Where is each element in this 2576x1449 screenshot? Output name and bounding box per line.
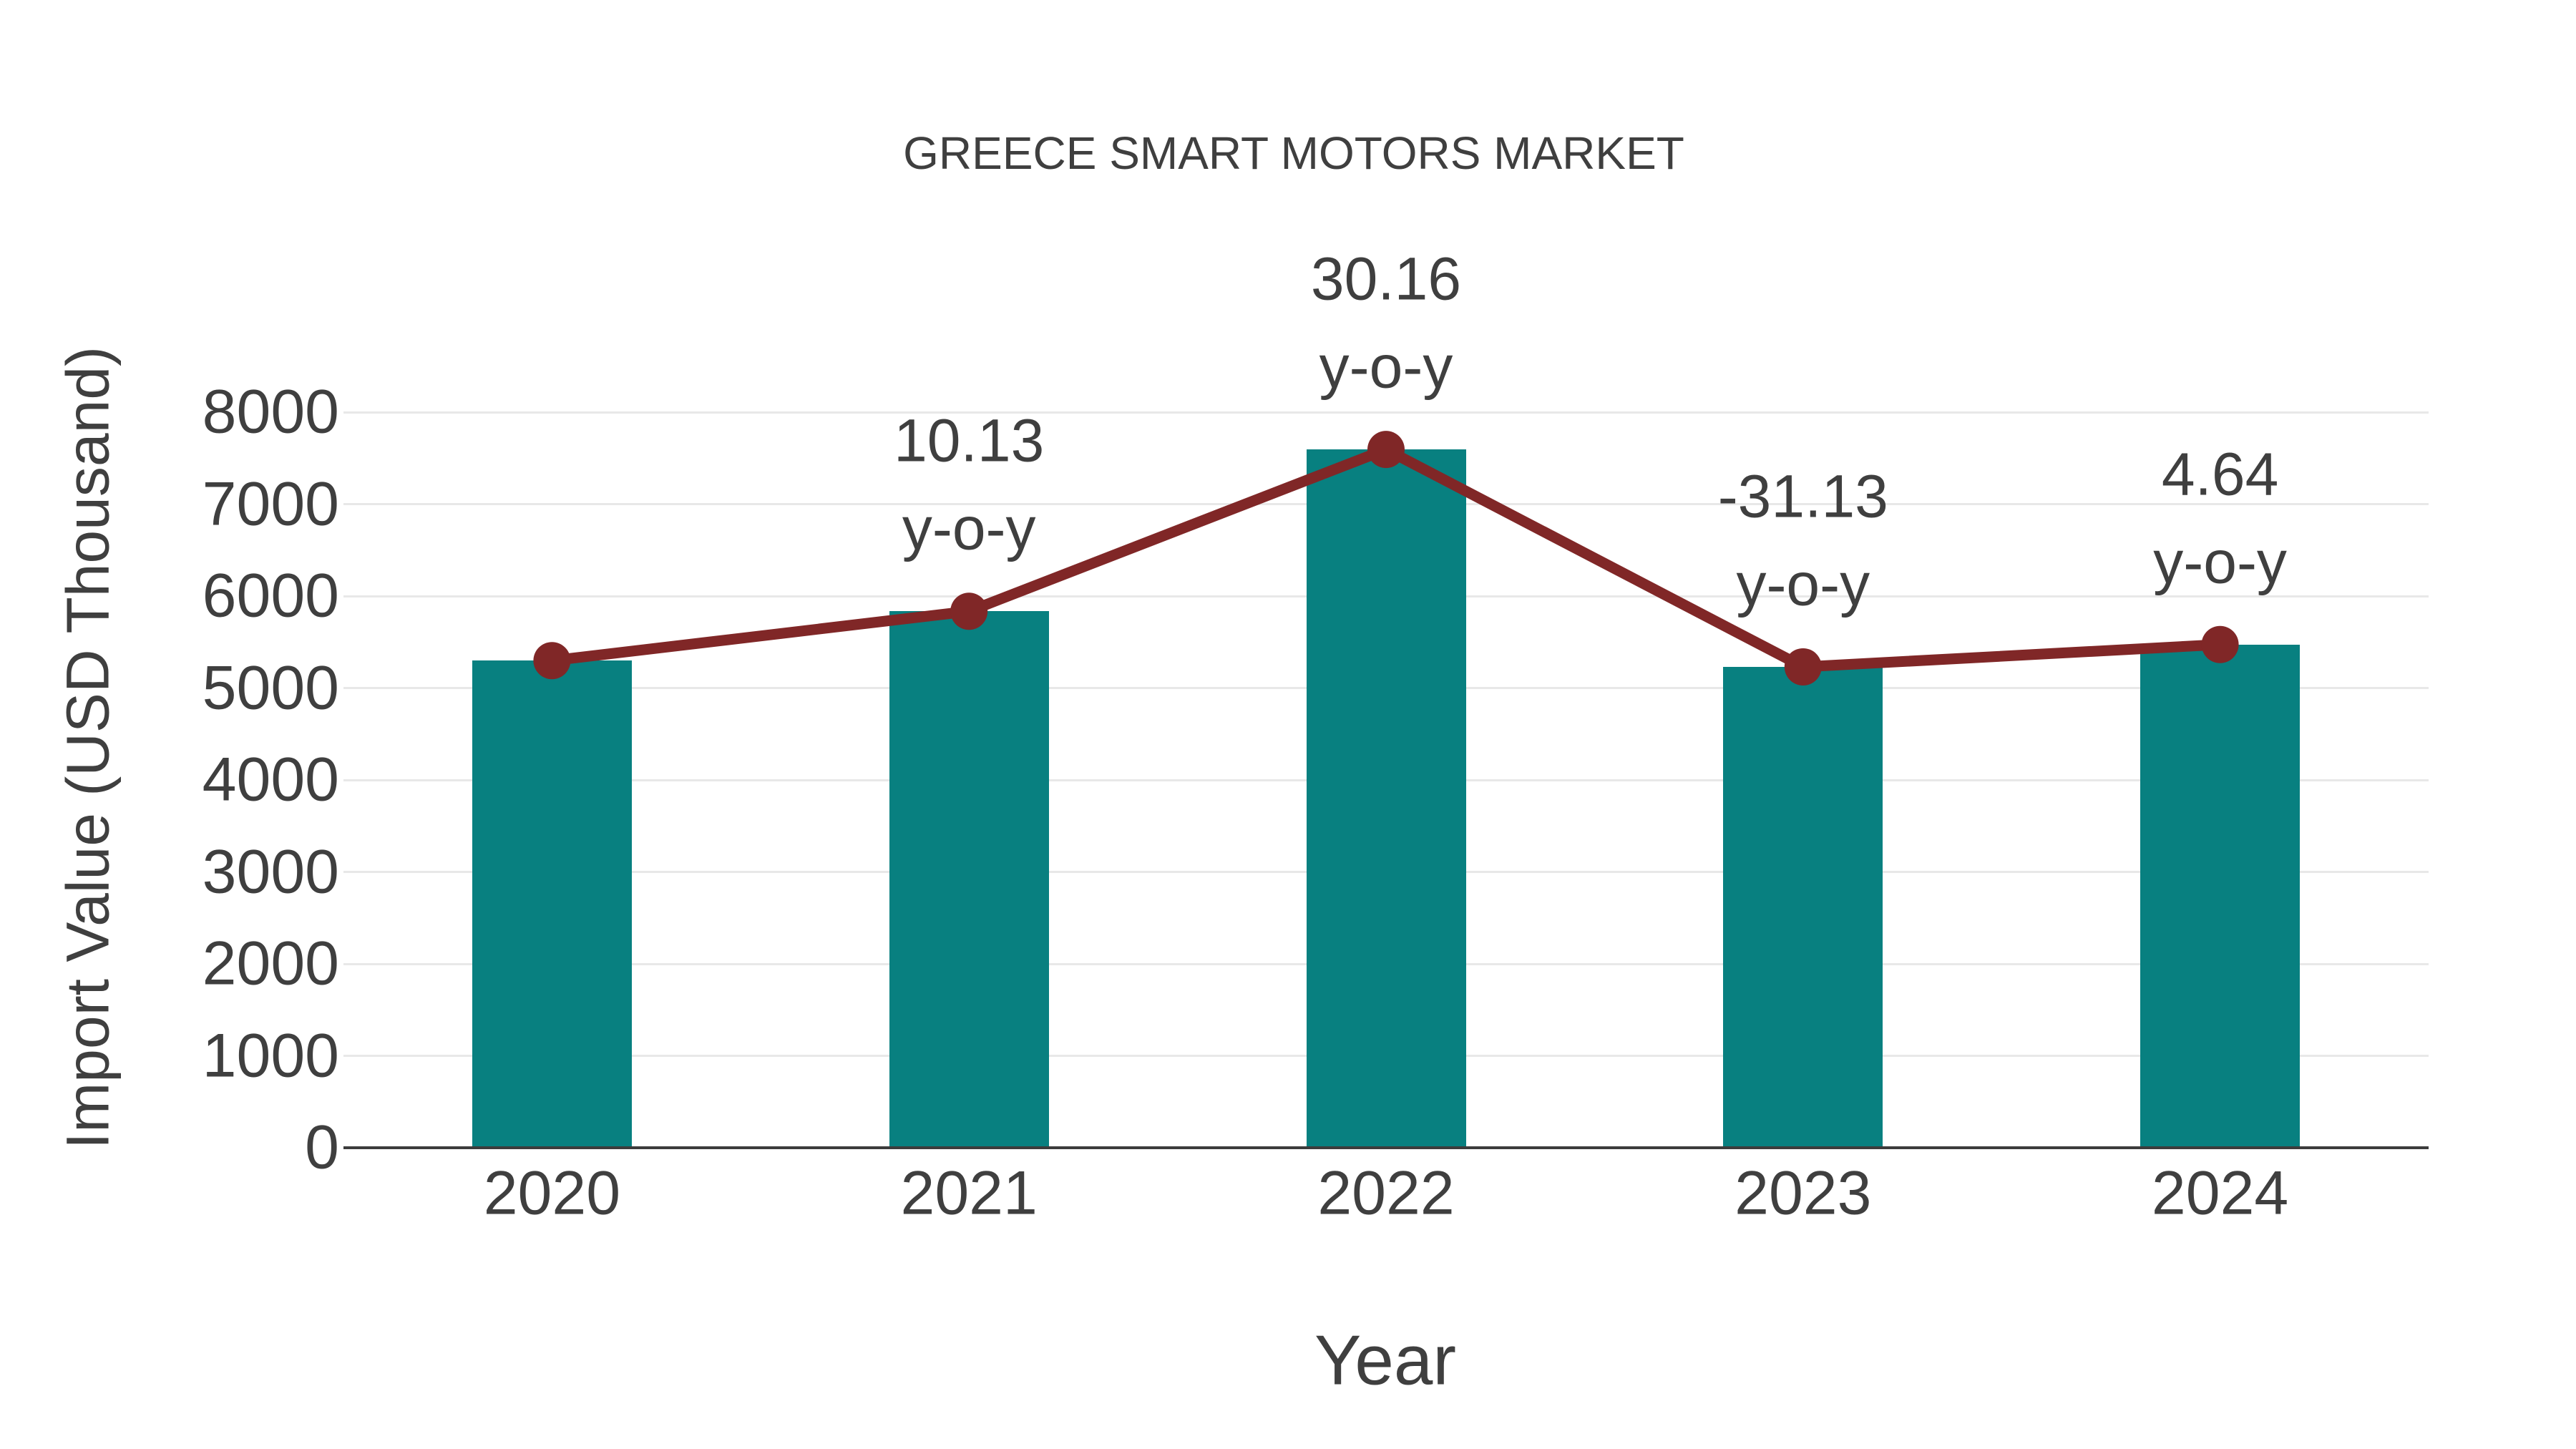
x-tick-label-2022: 2022	[1317, 1158, 1455, 1228]
data-point-2021	[950, 592, 988, 630]
y-tick-label-3000: 3000	[202, 837, 339, 907]
y-tick-label-0: 0	[305, 1113, 339, 1182]
annotation-value-2022: 30.16	[1310, 245, 1462, 313]
x-tick-label-2021: 2021	[900, 1158, 1038, 1228]
y-tick-label-4000: 4000	[202, 745, 339, 814]
annotation-value-2023: -31.13	[1717, 462, 1888, 530]
annotation-suffix-2022: y-o-y	[1319, 333, 1453, 401]
annotation-suffix-2021: y-o-y	[902, 494, 1036, 562]
x-tick-label-2024: 2024	[2151, 1158, 2289, 1228]
annotation-suffix-2023: y-o-y	[1736, 550, 1870, 618]
bar-2023	[1723, 666, 1883, 1148]
x-tick-label-2020: 2020	[483, 1158, 621, 1228]
y-tick-label-5000: 5000	[202, 653, 339, 723]
y-tick-label-1000: 1000	[202, 1021, 339, 1091]
annotation-value-2021: 10.13	[894, 406, 1045, 474]
bar-2024	[2140, 644, 2301, 1148]
bar-2020	[472, 660, 632, 1148]
bar-2022	[1306, 449, 1466, 1148]
annotation-value-2024: 4.64	[2161, 440, 2279, 508]
y-tick-label-2000: 2000	[202, 929, 339, 998]
x-axis-title: Year	[1314, 1320, 1457, 1400]
trend-line	[551, 443, 2221, 673]
data-point-2020	[533, 642, 571, 680]
y-axis-title: Import Value (USD Thousand)	[54, 346, 122, 1150]
x-tick-label-2023: 2023	[1735, 1158, 1872, 1228]
x-axis-line	[343, 1146, 2429, 1149]
gridline-8000	[343, 411, 2429, 414]
y-tick-label-8000: 8000	[202, 377, 339, 447]
data-point-2023	[1784, 648, 1822, 686]
y-tick-label-7000: 7000	[202, 469, 339, 539]
annotation-suffix-2024: y-o-y	[2153, 528, 2287, 596]
y-tick-label-6000: 6000	[202, 561, 339, 630]
chart-title: GREECE SMART MOTORS MARKET	[903, 127, 1684, 179]
bar-2021	[889, 611, 1049, 1148]
data-point-2022	[1367, 431, 1405, 469]
data-point-2024	[2201, 625, 2239, 663]
